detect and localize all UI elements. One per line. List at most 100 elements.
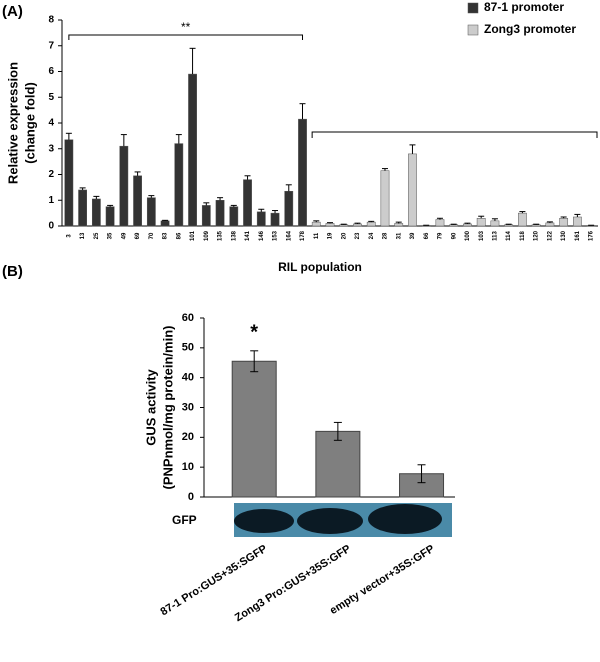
x-tick-label: 178 <box>300 230 306 241</box>
x-tick-label: 113 <box>493 231 499 241</box>
y-tick-label: 1 <box>48 195 54 206</box>
y-tick-label: 10 <box>182 461 194 473</box>
bar <box>546 223 554 226</box>
bar <box>188 74 196 226</box>
x-tick-label: 161 <box>575 230 581 241</box>
bar <box>518 213 526 226</box>
bar <box>316 431 360 497</box>
y-tick-label: 0 <box>48 221 54 232</box>
error-bar <box>451 224 457 225</box>
x-tick-label: 19 <box>328 232 334 239</box>
bar <box>560 218 568 226</box>
x-tick-label: 101 <box>190 230 196 241</box>
y-axis-label: GUS activity <box>143 368 158 445</box>
bar <box>436 220 444 226</box>
bar <box>312 222 320 226</box>
x-tick-label: 141 <box>245 230 251 241</box>
bar <box>505 225 513 226</box>
error-bar <box>341 224 347 225</box>
error-bar <box>162 220 168 221</box>
x-tick-label: 130 <box>561 230 567 241</box>
x-tick-label: 176 <box>589 230 595 241</box>
x-tick-label: 11 <box>314 232 320 239</box>
y-tick-label: 4 <box>48 118 54 129</box>
x-tick-label: 146 <box>259 230 265 241</box>
x-tick-label: 114 <box>506 231 512 241</box>
bar <box>230 207 238 226</box>
bar <box>381 171 389 226</box>
bar <box>340 225 348 226</box>
x-tick-label: 86 <box>176 232 182 239</box>
legend-label: 87-1 promoter <box>484 0 564 14</box>
x-tick-label: 49 <box>121 232 127 239</box>
panel-label: (B) <box>2 263 23 280</box>
bar <box>232 361 276 497</box>
x-tick-label: 135 <box>218 230 224 241</box>
legend-swatch <box>468 3 478 13</box>
bar <box>408 154 416 226</box>
y-tick-label: 2 <box>48 169 54 180</box>
bar <box>463 224 471 226</box>
x-tick-label: 122 <box>547 230 553 241</box>
x-tick-label: 69 <box>135 232 141 239</box>
legend-swatch <box>468 25 478 35</box>
x-tick-label: 138 <box>231 230 237 241</box>
panel-label: (A) <box>2 3 23 20</box>
x-tick-label: 109 <box>204 230 210 241</box>
x-tick-label: 100 <box>465 230 471 241</box>
x-tick-label: 90 <box>451 232 457 239</box>
x-tick-label: 24 <box>369 232 375 239</box>
bar <box>573 217 581 226</box>
x-tick-label: 70 <box>149 232 155 239</box>
y-tick-label: 3 <box>48 143 54 154</box>
bar <box>243 180 251 226</box>
annotation: * <box>250 321 258 343</box>
bar <box>367 222 375 226</box>
bar <box>216 200 224 226</box>
bar <box>450 225 458 226</box>
y-tick-label: 40 <box>182 372 194 384</box>
legend-label: Zong3 promoter <box>484 22 576 36</box>
bar <box>133 176 141 226</box>
bar <box>202 205 210 226</box>
x-tick-label: 153 <box>273 230 279 241</box>
annotation: ** <box>181 20 191 34</box>
bar <box>106 207 114 226</box>
y-tick-label: 0 <box>188 491 194 503</box>
x-tick-label: 31 <box>396 232 402 239</box>
blot-band <box>234 509 294 533</box>
bar <box>161 221 169 226</box>
y-tick-label: 8 <box>48 15 54 26</box>
x-tick-label: 35 <box>108 232 114 239</box>
x-tick-label: 28 <box>383 232 389 239</box>
error-bar <box>506 224 512 225</box>
x-tick-label: 23 <box>355 232 361 239</box>
x-tick-label: 83 <box>163 232 169 239</box>
bar <box>285 191 293 226</box>
x-tick-label: 13 <box>80 232 86 239</box>
x-axis-label: RIL population <box>278 260 362 274</box>
blot-band <box>368 504 442 534</box>
y-axis-label: (change fold) <box>22 82 37 164</box>
bar <box>147 198 155 226</box>
blot-label: GFP <box>172 513 197 527</box>
y-tick-label: 60 <box>182 312 194 324</box>
bar <box>78 190 86 226</box>
bar <box>353 224 361 226</box>
bar <box>175 144 183 226</box>
x-tick-label: 20 <box>341 232 347 239</box>
y-tick-label: 50 <box>182 342 194 354</box>
y-axis-label: Relative expression <box>5 62 20 184</box>
bar <box>532 225 540 226</box>
x-tick-label: 79 <box>438 232 444 239</box>
bar <box>271 213 279 226</box>
x-tick-label: 25 <box>94 232 100 239</box>
x-tick-label: 66 <box>424 232 430 239</box>
x-tick-label: 118 <box>520 231 526 241</box>
bar <box>92 199 100 226</box>
bar <box>120 146 128 226</box>
bar <box>477 218 485 226</box>
blot-band <box>297 508 363 534</box>
